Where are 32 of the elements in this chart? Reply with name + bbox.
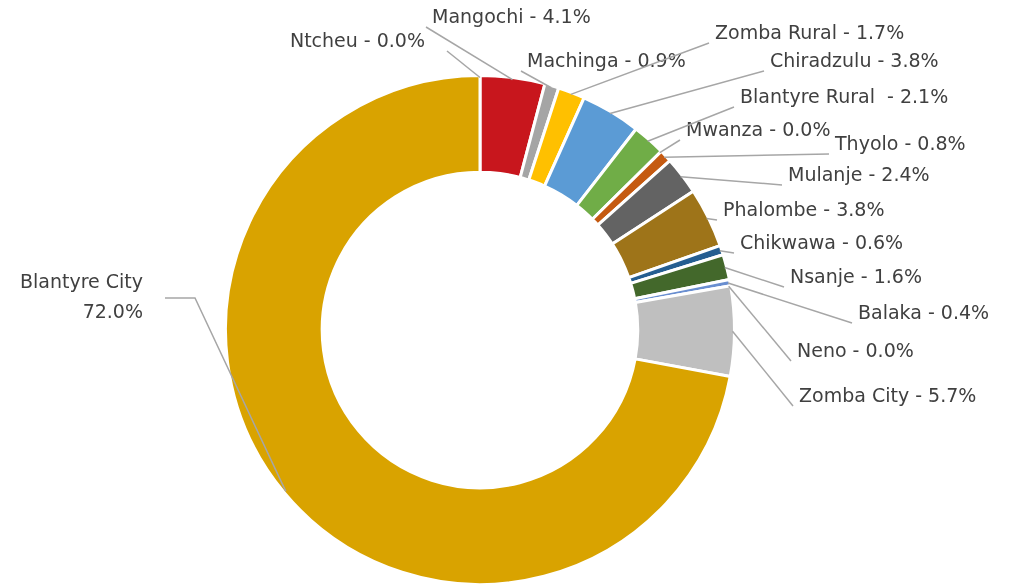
slice-label: Machinga - [527,48,632,71]
slice-label: Zomba City - [799,383,923,406]
text: 0.0% [865,338,914,361]
data-label: 2.4% [881,162,930,185]
data-label: 0.6% [854,230,904,253]
slice-label: Phalombe - [723,197,831,220]
slice-label: Blantyre Rural - [740,84,894,107]
slice-label: Chikwawa - [740,230,849,253]
slice-label: Blantyre City [19,269,143,292]
category-label: Ntcheu - [289,28,371,51]
slice-label: Balaka - [858,300,935,323]
slice-label: Mulanje - [788,162,876,185]
text: 0.0% [782,117,831,140]
category-label: Mwanza - [686,117,777,140]
data-label: 3.8% [890,48,939,71]
data-label: 5.7% [928,383,977,406]
data-label: 0.8% [917,131,966,154]
slice-label: Nsanje - [790,264,868,287]
data-label: 1.6% [873,264,922,287]
slice-label: Chiradzulu - [770,48,885,71]
data-label: 72.0% [82,299,143,322]
data-label: 3.8% [836,197,885,220]
data-label: 1.7% [855,20,905,43]
data-label: 2.1% [899,84,949,107]
category-label: Neno - [797,338,860,361]
data-label: 4.1% [542,4,591,27]
data-label: 0.4% [940,300,990,323]
slice-label: Thyolo - [834,131,912,154]
data-label: 0.9% [637,48,686,71]
slice-label: Zomba Rural - [715,20,850,43]
slice-label: Mangochi - [432,4,537,27]
text: 0.0% [376,28,426,51]
